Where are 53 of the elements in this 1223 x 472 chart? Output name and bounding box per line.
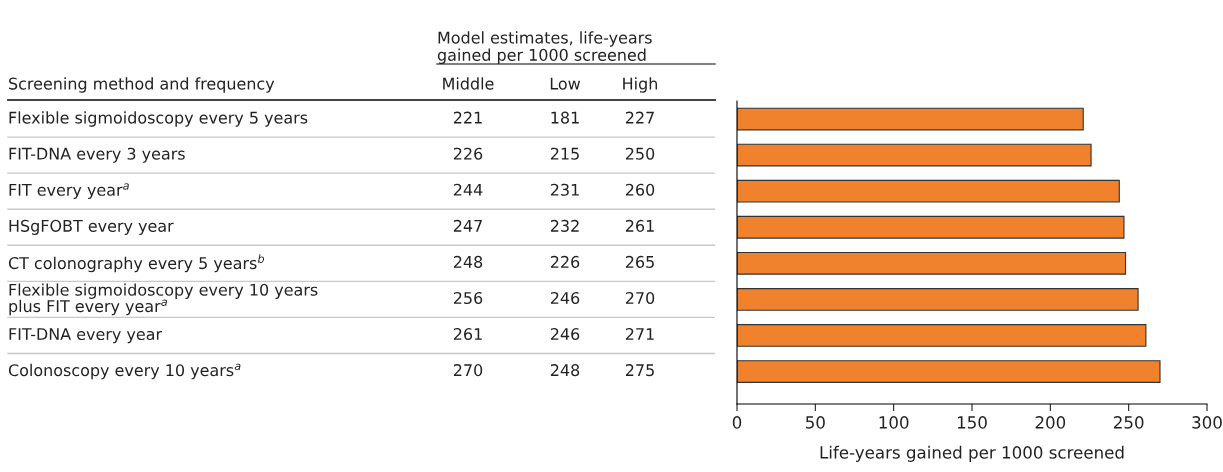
data-label: 260	[625, 183, 655, 196]
data-label: 232	[550, 219, 579, 232]
text: High	[623, 77, 657, 93]
data-label: 226	[550, 255, 580, 268]
category-label: FIT-DNA every 3 years	[9, 147, 185, 163]
x-tick-label: 50	[806, 416, 825, 429]
category-label: CT colonography every 5 years$^{b}$	[8, 254, 265, 273]
data-label: 265	[625, 255, 654, 268]
x-tick-label: 300	[1192, 416, 1222, 429]
data-label: 275	[625, 364, 654, 377]
data-label: 261	[625, 219, 654, 232]
data-label: 231	[550, 183, 579, 196]
bar	[737, 215, 1125, 239]
text: Model estimates, life-years gained per 1000 screened	[437, 31, 652, 64]
data-label: 270	[625, 291, 655, 305]
x-tick-label: 150	[957, 416, 987, 429]
data-label: 246	[550, 328, 580, 341]
bar	[737, 179, 1120, 203]
data-label: 270	[453, 364, 483, 377]
x-tick-label: 100	[879, 416, 909, 429]
category-label: Flexible sigmoidoscopy every 10 years plus FIT every year$^{a}$	[9, 283, 318, 316]
data-label: 248	[453, 255, 483, 268]
x-tick-label: 200	[1035, 416, 1066, 429]
data-label: 256	[453, 291, 483, 305]
data-label: 181	[551, 111, 579, 124]
bar	[737, 288, 1139, 311]
data-label: 246	[550, 291, 580, 305]
data-label: 247	[453, 219, 482, 232]
data-label: 261	[453, 328, 482, 341]
x-axis-title: Life-years gained per 1000 screened	[820, 445, 1124, 462]
bar	[737, 143, 1092, 167]
text: Low	[550, 77, 581, 90]
category-label: Flexible sigmoidoscopy every 5 years	[9, 111, 308, 127]
text: Middle	[443, 77, 494, 90]
bar	[737, 251, 1127, 275]
category-label: HSgFOBT every year	[9, 219, 174, 235]
text: Screening method and frequency	[9, 77, 275, 93]
bar	[737, 360, 1161, 383]
data-label: 244	[453, 183, 483, 196]
x-tick-label: 250	[1113, 416, 1144, 429]
category-label: FIT-DNA every year	[9, 328, 163, 344]
data-label: 271	[625, 328, 654, 340]
x-tick-label: 0	[732, 416, 742, 429]
category-label: Colonoscopy every 10 years$^{a}$	[8, 363, 241, 380]
data-label: 248	[550, 364, 580, 377]
data-label: 226	[453, 147, 483, 160]
data-label: 215	[550, 147, 579, 160]
data-label: 221	[453, 111, 482, 124]
bar	[737, 324, 1147, 347]
category-label: FIT every year$^{a}$	[9, 183, 129, 199]
data-label: 227	[625, 111, 654, 124]
bar	[737, 107, 1084, 131]
data-label: 250	[625, 147, 655, 160]
